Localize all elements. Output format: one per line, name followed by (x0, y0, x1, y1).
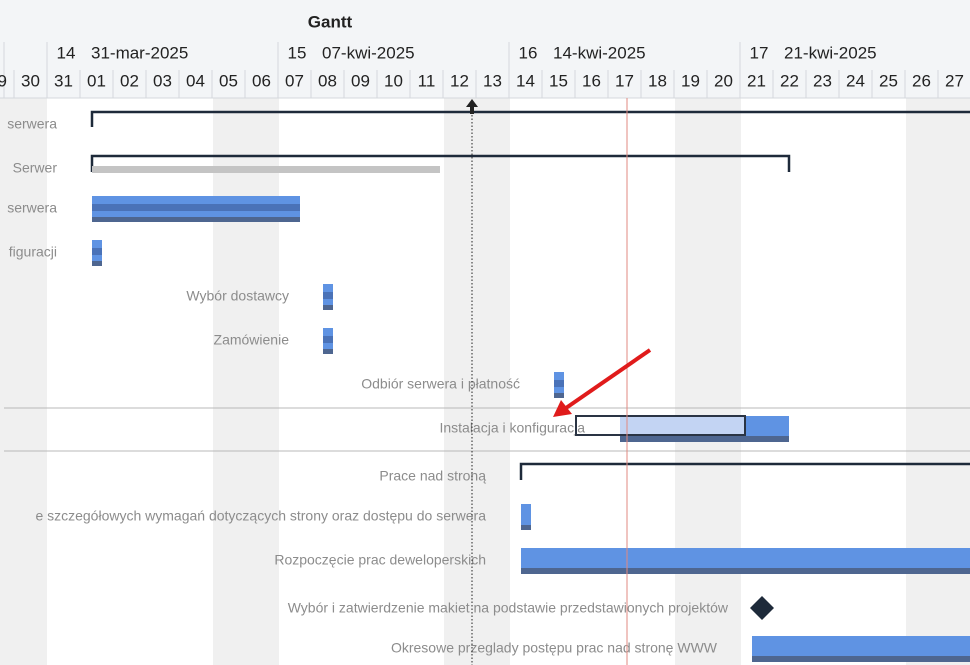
day-label: 27 (945, 71, 964, 90)
task-label: Zamówienie (214, 332, 290, 348)
day-label: 25 (879, 71, 898, 90)
task-bar-base (620, 436, 789, 442)
day-label: 02 (120, 71, 139, 90)
day-label: 21 (747, 71, 766, 90)
weekend (0, 98, 47, 665)
task-label: Wybór i zatwierdzenie makiet na podstawi… (288, 600, 729, 616)
task-label: Wybór dostawcy (186, 288, 289, 304)
day-label: 14 (516, 71, 535, 90)
day-label: 09 (351, 71, 370, 90)
task-bar-progress (92, 204, 300, 211)
day-label: 06 (252, 71, 271, 90)
annotation-arrow (564, 348, 652, 410)
task-bar-progress (323, 292, 333, 299)
title: Gantt (308, 12, 353, 31)
day-label: 24 (846, 71, 865, 90)
task-label: Serwer (13, 160, 58, 176)
day-label: 05 (219, 71, 238, 90)
summary-bracket (90, 110, 970, 127)
week-number: 17 (750, 43, 769, 62)
task-bar-base (752, 656, 970, 662)
weekend (444, 98, 510, 665)
day-label: 17 (615, 71, 634, 90)
task-label: e szczegółowych wymagań dotyczących stro… (35, 508, 486, 524)
day-label: 18 (648, 71, 667, 90)
week-number: 15 (288, 43, 307, 62)
weekend (675, 98, 741, 665)
week-number: 14 (57, 43, 76, 62)
day-label: 01 (87, 71, 106, 90)
task-label: Prace nad stroną (379, 468, 486, 484)
day-label: 26 (912, 71, 931, 90)
weekend (906, 98, 970, 665)
annotation-arrowhead (553, 400, 572, 417)
task-bar-progress (92, 248, 102, 255)
day-label: 12 (450, 71, 469, 90)
header-background (0, 0, 970, 98)
task-bar-progress (323, 336, 333, 343)
day-label: 13 (483, 71, 502, 90)
task-bars (92, 196, 970, 662)
week-number: 16 (519, 43, 538, 62)
task-bar-base (92, 217, 300, 222)
task-bar-base (323, 305, 333, 310)
task-label: serwera (7, 116, 57, 132)
task-bar-base (92, 261, 102, 266)
task-bar-base (554, 393, 564, 398)
week-date: 07-kwi-2025 (322, 43, 415, 62)
day-label: 31 (54, 71, 73, 90)
progress-bar (92, 166, 440, 173)
day-label: 11 (418, 71, 436, 90)
task-label: Odbiór serwera i płatność (361, 376, 520, 392)
task-label: Instalacja i konfiguracja (439, 420, 585, 436)
summary-bracket (90, 154, 791, 172)
task-label: Okresowe przeglady postępu prac nad stro… (391, 640, 718, 656)
week-date: 31-mar-2025 (91, 43, 188, 62)
today-marker (466, 99, 478, 114)
task-bar-progress (554, 380, 564, 387)
week-date: 21-kwi-2025 (784, 43, 877, 62)
day-label: 23 (813, 71, 832, 90)
day-label: 07 (285, 71, 304, 90)
day-label: 03 (153, 71, 172, 90)
timeline-header: 29 30 31 01 02 03 04 05 06 07 08 09 10 11 12 13 14 15 16 17… (0, 42, 964, 98)
week-date: 14-kwi-2025 (553, 43, 646, 62)
task-label: serwera (7, 200, 57, 216)
day-label: 04 (186, 71, 205, 90)
summary-brackets (90, 110, 970, 480)
day-label: 30 (21, 71, 40, 90)
task-bar-base (521, 568, 970, 574)
task-label: Rozpoczęcie prac deweloperskich (274, 552, 486, 568)
task-label: figuracji (9, 244, 57, 260)
day-label: 08 (318, 71, 337, 90)
day-label: 16 (582, 71, 601, 90)
task-bar (521, 504, 531, 530)
day-label: 29 (0, 71, 7, 90)
day-label: 20 (714, 71, 733, 90)
task-labels: serwera Serwer serwera figuracji Wybór dosta… (7, 116, 729, 656)
task-bar-light (620, 416, 745, 436)
milestone (750, 596, 774, 620)
day-label: 19 (681, 71, 700, 90)
baseline-outline (575, 415, 746, 436)
day-label: 10 (384, 71, 403, 90)
day-label: 15 (549, 71, 568, 90)
day-label: 22 (780, 71, 799, 90)
task-bar-base (521, 525, 531, 530)
weekend (213, 98, 279, 665)
task-bar-base (323, 349, 333, 354)
summary-bracket (519, 462, 970, 480)
